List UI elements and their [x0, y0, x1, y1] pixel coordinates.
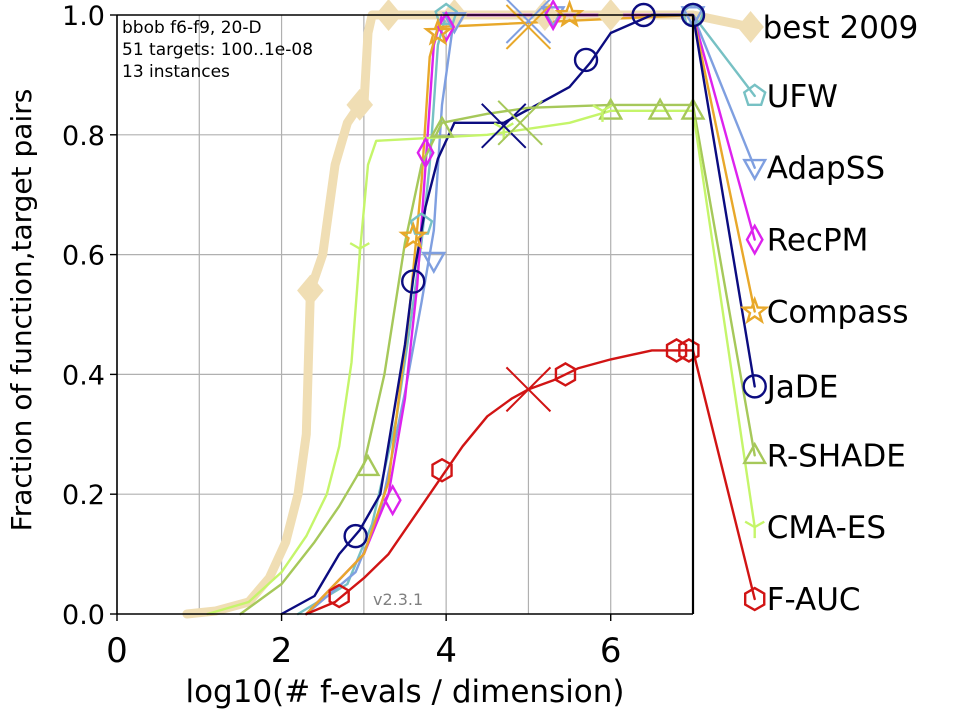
series-marker: [434, 2, 459, 26]
annotation-line-2: 51 targets: 100..1e-08: [122, 40, 313, 60]
legend-label: RecPM: [767, 223, 869, 259]
series-marker: [297, 274, 324, 307]
series-marker: [739, 295, 770, 325]
annotation-line-1: bbob f6-f9, 20-D: [122, 18, 262, 38]
series-marker: [423, 17, 453, 46]
series-marker: [441, 12, 467, 35]
legend-label: AdapSS: [767, 151, 885, 187]
series-marker: [737, 11, 764, 43]
axes: 0 2 4 6 0.0 0.2 0.4 0.6 0.8 1.0: [62, 1, 695, 671]
legend-label: best 2009: [763, 10, 919, 46]
series-marker: [743, 586, 766, 612]
series-marker: [421, 251, 447, 275]
x-tick-label: 2: [271, 631, 293, 671]
annotation-line-3: 13 instances: [122, 62, 230, 82]
series-marker: [401, 269, 426, 294]
series-line: [305, 349, 756, 616]
axis-labels: log10(# f-evals / dimension) Fraction of…: [5, 89, 625, 710]
series-marker: [744, 520, 765, 539]
y-tick-label: 1.0: [62, 1, 105, 32]
x-tick-label: 0: [106, 631, 128, 671]
cross-marker: [505, 4, 552, 50]
series-line: [280, 13, 756, 616]
series-marker: [343, 523, 368, 549]
series-marker: [742, 374, 767, 399]
series-marker: [416, 136, 435, 169]
series-marker: [665, 338, 688, 363]
legend-label: R-SHADE: [767, 438, 906, 474]
cross-marker: [505, 366, 552, 413]
x-axis-label: log10(# f-evals / dimension): [185, 674, 624, 710]
legend-label: UFW: [767, 79, 838, 115]
cross-marker: [497, 100, 543, 146]
series-marker: [742, 83, 767, 106]
series-marker: [429, 115, 455, 138]
series-marker: [540, 6, 566, 29]
series-line: [239, 103, 756, 616]
series-marker: [554, 0, 585, 28]
series-marker: [349, 242, 370, 260]
legend: best 2009 UFW AdapSS RecPM Compass JaDE R-SHAD…: [763, 10, 919, 618]
series-marker: [398, 220, 429, 250]
cross-marker: [481, 103, 527, 149]
y-tick-label: 0.2: [62, 480, 105, 511]
series-marker: [678, 338, 700, 363]
series-marker: [328, 583, 350, 609]
x-tick-label: 4: [435, 631, 457, 671]
series-marker: [745, 223, 764, 256]
cross-marker: [505, 0, 552, 44]
y-tick-label: 0.8: [62, 121, 105, 152]
legend-label: CMA-ES: [767, 510, 886, 546]
series-line: [182, 10, 756, 619]
series-marker: [355, 453, 381, 477]
y-tick-label: 0.0: [62, 600, 105, 631]
version-label: v2.3.1: [373, 590, 423, 609]
y-axis-label: Fraction of function,target pairs: [5, 89, 38, 532]
series-marker: [592, 104, 613, 122]
legend-label: Compass: [767, 295, 909, 331]
series-lines: [182, 10, 756, 619]
series-marker: [431, 457, 453, 483]
y-tick-label: 0.4: [62, 360, 105, 391]
series-marker: [742, 441, 768, 465]
series-marker: [680, 6, 706, 29]
series-marker: [346, 88, 374, 121]
series-marker: [554, 362, 577, 387]
series-marker: [437, 10, 456, 44]
series-marker: [383, 483, 402, 517]
legend-label: F-AUC: [767, 582, 861, 618]
y-tick-label: 0.6: [62, 241, 105, 272]
legend-label: JaDE: [765, 369, 839, 405]
series-marker: [647, 97, 673, 120]
annotations: bbob f6-f9, 20-D 51 targets: 100..1e-08 …: [122, 18, 423, 609]
series-marker: [742, 158, 768, 182]
series-marker: [573, 47, 599, 73]
x-tick-label: 6: [600, 631, 622, 671]
